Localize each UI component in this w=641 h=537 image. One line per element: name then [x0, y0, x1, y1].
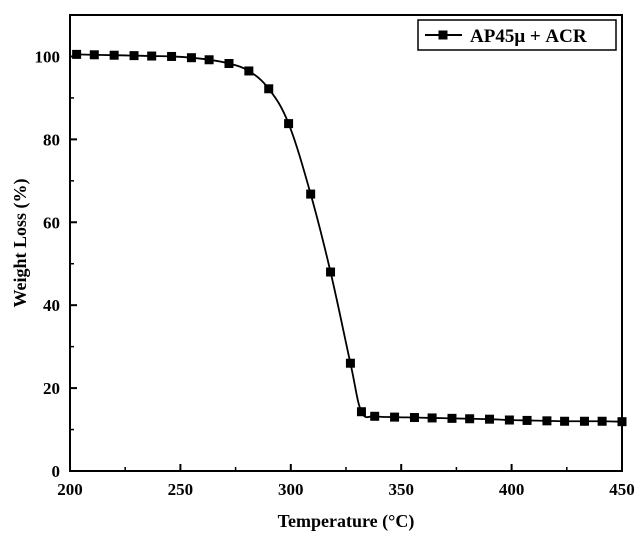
- data-point-marker: [326, 267, 336, 277]
- data-point-marker: [167, 51, 177, 61]
- data-point-marker: [485, 414, 495, 424]
- data-point-marker: [284, 119, 294, 129]
- data-point-marker: [617, 417, 627, 427]
- data-point-marker: [522, 415, 532, 425]
- data-point-marker: [597, 416, 607, 426]
- x-tick-label: 300: [278, 480, 304, 499]
- y-tick-label: 40: [43, 296, 60, 315]
- series-layer: [72, 49, 627, 427]
- legend: AP45μ + ACR: [417, 19, 617, 51]
- plot-frame: [69, 14, 623, 472]
- data-point-marker: [409, 413, 419, 423]
- data-point-marker: [370, 411, 380, 421]
- y-tick-label: 100: [35, 47, 61, 66]
- data-point-marker: [560, 416, 570, 426]
- y-tick-label: 80: [43, 130, 60, 149]
- data-point-marker: [390, 412, 400, 422]
- data-point-marker: [465, 414, 475, 424]
- data-point-marker: [345, 358, 355, 368]
- data-point-marker: [579, 416, 589, 426]
- data-point-marker: [72, 49, 82, 59]
- data-point-marker: [427, 413, 437, 423]
- data-point-marker: [504, 415, 514, 425]
- data-point-marker: [447, 413, 457, 423]
- y-tick-label: 20: [43, 379, 60, 398]
- data-point-marker: [306, 189, 316, 199]
- x-tick-label: 400: [499, 480, 525, 499]
- x-tick-label: 350: [388, 480, 414, 499]
- y-tick-label: 60: [43, 213, 60, 232]
- x-axis-ticks: 200 250 300 350 400 450: [57, 464, 635, 499]
- data-point-marker: [542, 416, 552, 426]
- data-point-marker: [129, 51, 139, 61]
- data-point-marker: [109, 50, 119, 60]
- y-tick-label: 0: [52, 462, 61, 481]
- data-point-marker: [204, 55, 214, 65]
- y-axis-ticks: 0 20 40 60 80 100: [35, 47, 77, 481]
- y-axis-title: Weight Loss (%): [10, 178, 31, 307]
- data-point-marker: [244, 66, 254, 76]
- x-tick-label: 250: [168, 480, 194, 499]
- data-point-marker: [186, 53, 196, 63]
- x-tick-label: 450: [609, 480, 635, 499]
- data-point-marker: [89, 50, 99, 60]
- data-point-marker: [356, 407, 366, 417]
- legend-label: AP45μ + ACR: [470, 26, 587, 47]
- data-point-marker: [264, 84, 274, 94]
- data-point-marker: [147, 51, 157, 61]
- x-axis-title: Temperature (°C): [278, 511, 415, 532]
- legend-marker: [438, 30, 448, 40]
- x-tick-label: 200: [57, 480, 83, 499]
- data-point-marker: [224, 59, 234, 69]
